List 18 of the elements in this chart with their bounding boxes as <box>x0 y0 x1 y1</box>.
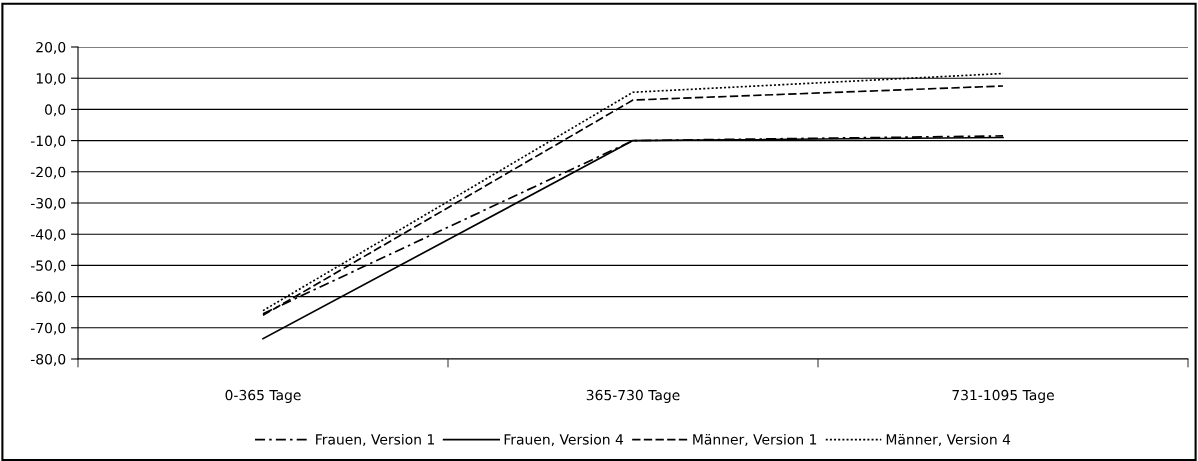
x-tick-label: 731-1095 Tage <box>952 389 1054 403</box>
y-tick-label: 20,0 <box>36 41 66 54</box>
legend-label: Frauen, Version 4 <box>504 433 624 447</box>
legend-label: Männer, Version 1 <box>693 433 817 447</box>
x-tick-label: 0-365 Tage <box>225 389 301 403</box>
y-tick-label: -30,0 <box>30 197 66 210</box>
legend-label: Frauen, Version 1 <box>316 433 434 447</box>
y-tick-label: -60,0 <box>30 291 66 304</box>
y-tick-label: 10,0 <box>36 73 66 86</box>
y-tick-label: -10,0 <box>30 135 66 148</box>
y-tick-label: -20,0 <box>30 166 66 179</box>
y-tick-label: 0,0 <box>45 104 66 117</box>
y-tick-label: -50,0 <box>30 260 66 273</box>
legend-label: Männer, Version 4 <box>886 433 1011 447</box>
y-tick-label: -80,0 <box>30 353 66 366</box>
x-tick-label: 365-730 Tage <box>586 389 680 403</box>
y-tick-label: -70,0 <box>30 322 66 335</box>
y-tick-label: -40,0 <box>30 229 66 242</box>
